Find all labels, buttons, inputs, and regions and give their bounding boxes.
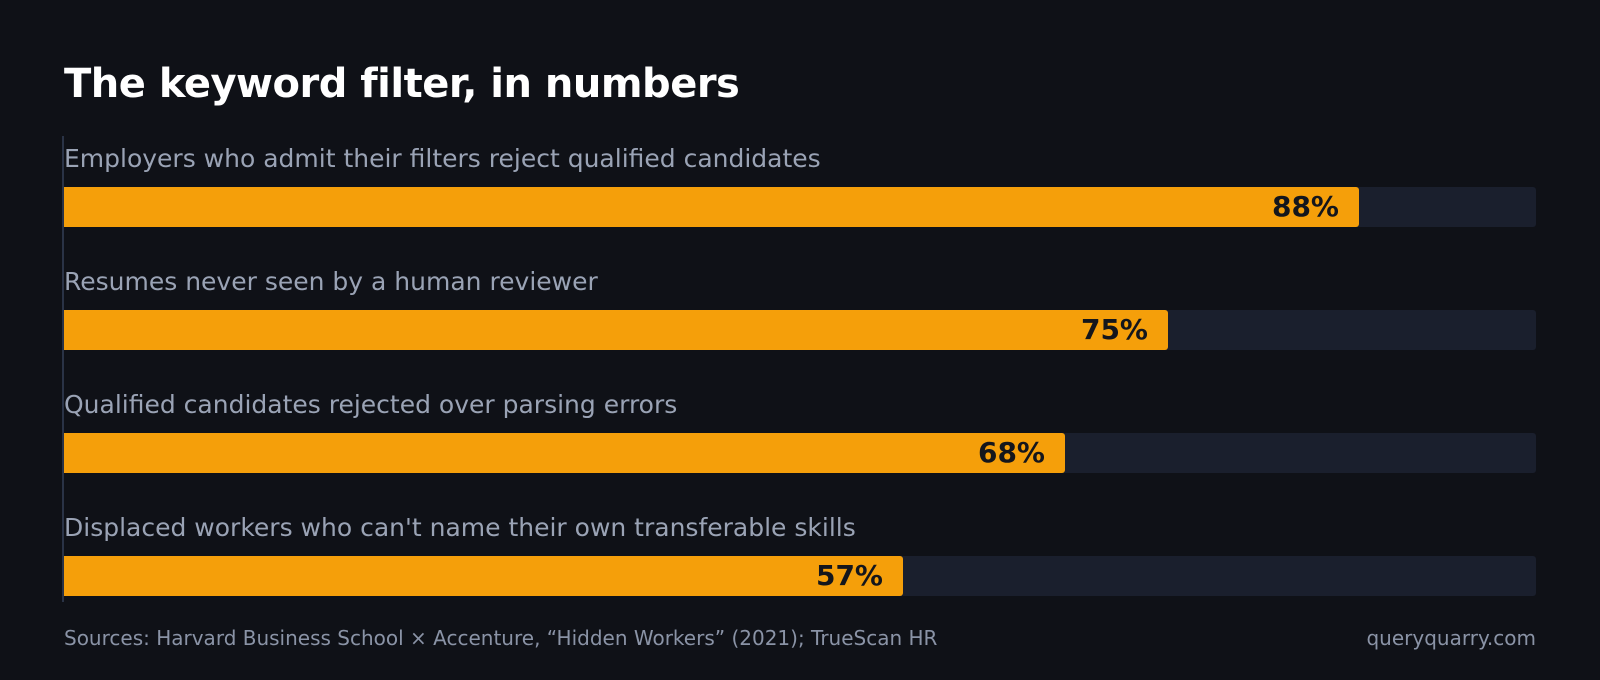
value-label: 68% xyxy=(977,436,1045,469)
site-credit: queryquarry.com xyxy=(1366,626,1536,650)
value-label: 88% xyxy=(1271,190,1339,223)
category-label: Employers who admit their filters reject… xyxy=(64,144,821,173)
bar-track: 57% xyxy=(64,556,1536,596)
bar-track: 88% xyxy=(64,187,1536,227)
bar: 88% xyxy=(64,187,1359,227)
category-label: Resumes never seen by a human reviewer xyxy=(64,267,598,296)
bar: 68% xyxy=(64,433,1065,473)
category-label: Qualified candidates rejected over parsi… xyxy=(64,390,678,419)
bar-row: Displaced workers who can't name their o… xyxy=(64,505,1536,628)
bar-row: Qualified candidates rejected over parsi… xyxy=(64,382,1536,505)
value-label: 75% xyxy=(1080,313,1148,346)
sources-note: Sources: Harvard Business School × Accen… xyxy=(64,626,938,650)
chart-title: The keyword filter, in numbers xyxy=(64,61,740,107)
axis-line xyxy=(62,136,64,602)
bar-track: 75% xyxy=(64,310,1536,350)
bar-row: Resumes never seen by a human reviewer 75… xyxy=(64,259,1536,382)
bar-track: 68% xyxy=(64,433,1536,473)
value-label: 57% xyxy=(815,559,883,592)
bar-row: Employers who admit their filters reject… xyxy=(64,136,1536,259)
bar: 57% xyxy=(64,556,903,596)
bar: 75% xyxy=(64,310,1168,350)
bar-rows: Employers who admit their filters reject… xyxy=(64,136,1536,628)
category-label: Displaced workers who can't name their o… xyxy=(64,513,856,542)
